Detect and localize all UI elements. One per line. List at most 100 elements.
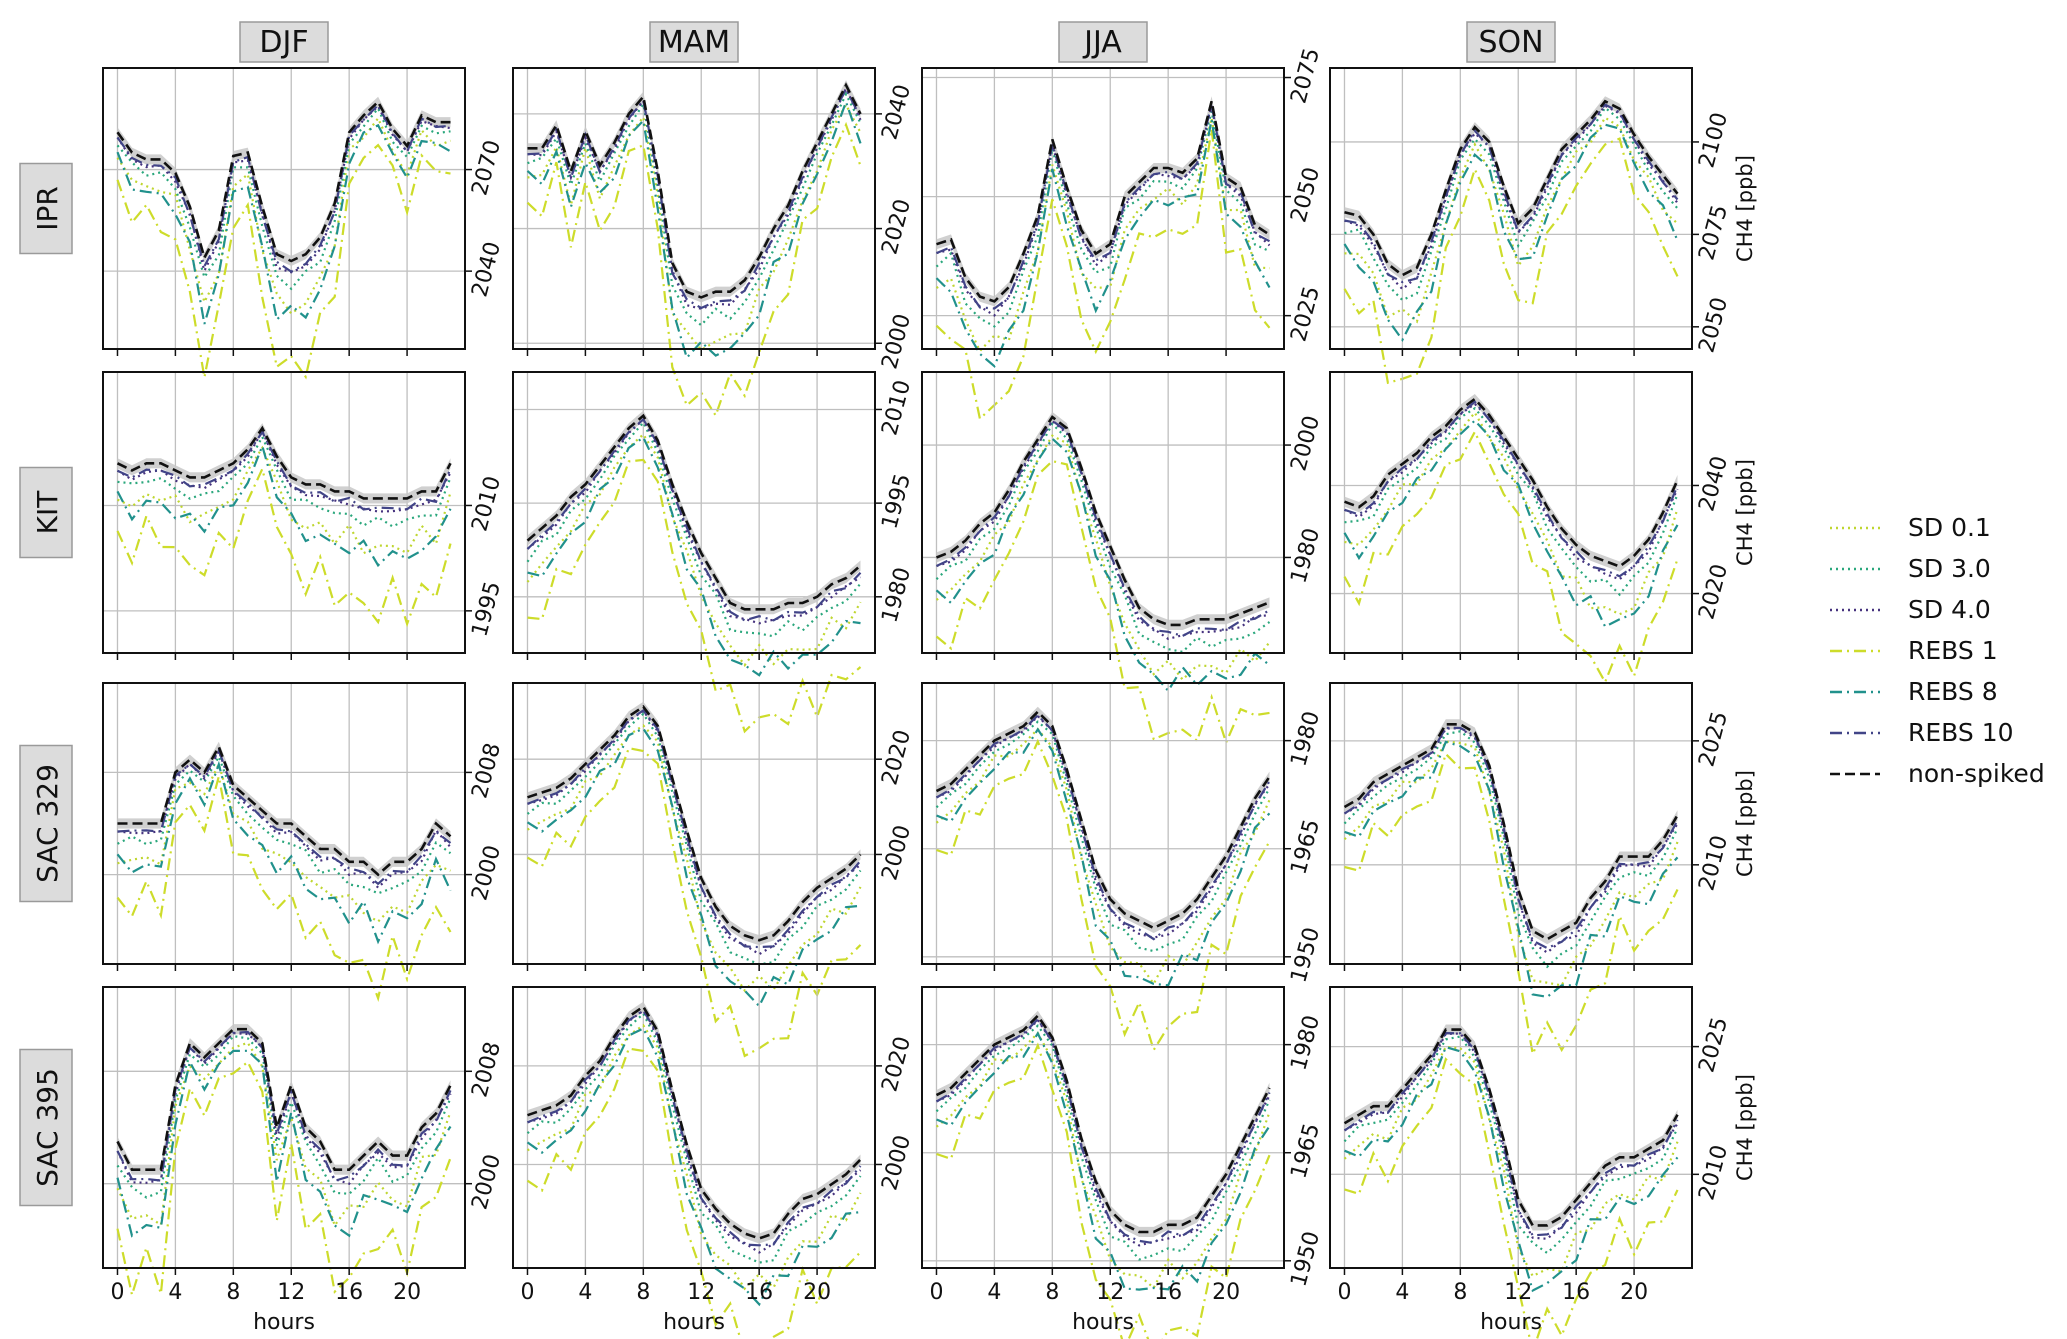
y-tick-label: 2050 bbox=[1286, 165, 1325, 226]
series-line-sd-3-0 bbox=[526, 1011, 862, 1264]
series-line-non-spiked bbox=[117, 743, 452, 877]
series-line-rebs-8 bbox=[935, 437, 1271, 693]
legend-label: REBS 8 bbox=[1908, 677, 1998, 706]
series-line-rebs-8 bbox=[935, 119, 1271, 369]
series-line-sd-0-1 bbox=[935, 1031, 1271, 1290]
series-line-sd-0-1 bbox=[117, 761, 451, 923]
series-line-sd-3-0 bbox=[935, 720, 1271, 953]
x-tick-label: 0 bbox=[520, 1280, 534, 1305]
series-line-rebs-8 bbox=[116, 123, 452, 325]
season-header-box bbox=[1466, 21, 1556, 63]
y-tick-label: 2020 bbox=[877, 727, 916, 788]
y-tick-label: 2010 bbox=[1694, 833, 1733, 894]
x-tick-label: 12 bbox=[277, 1280, 305, 1305]
series-line-rebs-10 bbox=[936, 419, 1271, 638]
series-line-rebs-1 bbox=[526, 746, 862, 1058]
legend-label: non-spiked bbox=[1908, 759, 2045, 788]
series-line-rebs-1 bbox=[116, 143, 451, 380]
series-line-rebs-8 bbox=[526, 1027, 861, 1307]
plot-frame bbox=[102, 371, 466, 654]
series-line-rebs-1 bbox=[1343, 429, 1679, 685]
season-header-label: MAM bbox=[658, 25, 730, 60]
y-tick-label: 2040 bbox=[467, 239, 506, 300]
series-line-rebs-1 bbox=[526, 1047, 862, 1339]
legend-label: SD 4.0 bbox=[1908, 595, 1991, 624]
legend-label: SD 3.0 bbox=[1908, 554, 1991, 583]
uncertainty-band bbox=[936, 706, 1270, 933]
series-line-rebs-8 bbox=[1343, 123, 1679, 343]
series-line-non-spiked bbox=[1344, 397, 1679, 568]
y-tick-label: 2075 bbox=[1694, 202, 1733, 263]
series-line-rebs-8 bbox=[116, 442, 452, 568]
uncertainty-band bbox=[936, 1010, 1270, 1237]
x-tick-label: 16 bbox=[1562, 1280, 1590, 1305]
plot-frame bbox=[102, 986, 466, 1269]
series-line-non-spiked bbox=[936, 100, 1271, 303]
series-line-rebs-10 bbox=[527, 1008, 862, 1247]
plot-frame bbox=[1329, 371, 1693, 654]
x-tick-label: 4 bbox=[168, 1280, 182, 1305]
series-line-rebs-10 bbox=[526, 417, 862, 622]
x-tick-label: 12 bbox=[1096, 1280, 1124, 1305]
series-line-rebs-8 bbox=[526, 727, 861, 1009]
series-line-sd-3-0 bbox=[117, 434, 452, 528]
site-labels: IPR KIT SAC 329 SAC 395 bbox=[19, 162, 73, 1207]
panel-sac-329-djf: 2000 2008 bbox=[102, 682, 506, 1002]
x-tick-label: 16 bbox=[745, 1280, 773, 1305]
series-line-rebs-8 bbox=[526, 98, 862, 360]
series-line-rebs-10 bbox=[116, 103, 451, 273]
series-line-sd-0-1 bbox=[1343, 740, 1679, 987]
uncertainty-band bbox=[1344, 96, 1678, 281]
season-header-box bbox=[649, 21, 739, 63]
y-tick-label: 2040 bbox=[1694, 454, 1733, 515]
uncertainty-band bbox=[117, 96, 451, 266]
y-tick-label: 2040 bbox=[877, 82, 916, 143]
x-tick-label: 8 bbox=[1453, 1280, 1467, 1305]
uncertainty-band bbox=[527, 701, 861, 946]
series-line-sd-4-0 bbox=[1344, 104, 1679, 291]
series-line-sd-4-0 bbox=[1343, 727, 1679, 954]
series-line-sd-4-0 bbox=[936, 419, 1270, 641]
series-line-rebs-10 bbox=[527, 86, 862, 310]
panel-ipr-mam: 2000 2020 2040 bbox=[512, 67, 916, 419]
series-line-sd-0-1 bbox=[116, 1041, 452, 1228]
plot-frame bbox=[512, 371, 876, 654]
panel-sac-395-jja: 0 4 8 12 16 20 hours 1950 1965 1980 bbox=[921, 986, 1325, 1339]
series-line-sd-0-1 bbox=[1344, 116, 1679, 324]
legend-label: SD 0.1 bbox=[1908, 513, 1991, 542]
series-line-sd-4-0 bbox=[1343, 1032, 1679, 1240]
y-tick-label: 1950 bbox=[1286, 925, 1325, 986]
series-line-sd-4-0 bbox=[936, 105, 1271, 317]
series-line-rebs-1 bbox=[935, 128, 1271, 421]
series-line-rebs-10 bbox=[1344, 400, 1679, 578]
series-line-sd-3-0 bbox=[527, 91, 862, 327]
x-tick-label: 8 bbox=[1045, 1280, 1059, 1305]
series-line-non-spiked bbox=[1344, 99, 1679, 277]
series-line-non-spiked bbox=[1343, 1028, 1679, 1227]
x-tick-label: 20 bbox=[393, 1280, 421, 1305]
x-tick-label: 20 bbox=[1620, 1280, 1648, 1305]
uncertainty-band bbox=[527, 1001, 861, 1244]
series-line-sd-3-0 bbox=[116, 1034, 452, 1199]
series-line-rebs-8 bbox=[527, 435, 861, 677]
y-tick-label: 2000 bbox=[467, 1152, 506, 1213]
series-line-rebs-10 bbox=[117, 429, 452, 511]
season-header-label: DJF bbox=[259, 25, 308, 60]
series-line-sd-0-1 bbox=[527, 102, 862, 352]
series-line-sd-4-0 bbox=[117, 748, 452, 890]
x-tick-label: 12 bbox=[687, 1280, 715, 1305]
series-line-rebs-1 bbox=[935, 459, 1270, 746]
series-line-sd-4-0 bbox=[527, 85, 862, 310]
series-line-rebs-10 bbox=[1344, 103, 1679, 284]
series-line-rebs-8 bbox=[936, 1031, 1271, 1291]
y-tick-label: 2008 bbox=[467, 1039, 506, 1100]
site-header-label: SAC 395 bbox=[31, 1068, 64, 1187]
plot-frame bbox=[1329, 67, 1693, 350]
series-line-rebs-1 bbox=[936, 738, 1271, 1053]
series-line-non-spiked bbox=[116, 425, 452, 500]
series-line-non-spiked bbox=[527, 1004, 862, 1240]
x-tick-label: 4 bbox=[987, 1280, 1001, 1305]
x-tick-label: 4 bbox=[578, 1280, 592, 1305]
season-header-box bbox=[1058, 21, 1148, 63]
x-tick-label: 8 bbox=[636, 1280, 650, 1305]
